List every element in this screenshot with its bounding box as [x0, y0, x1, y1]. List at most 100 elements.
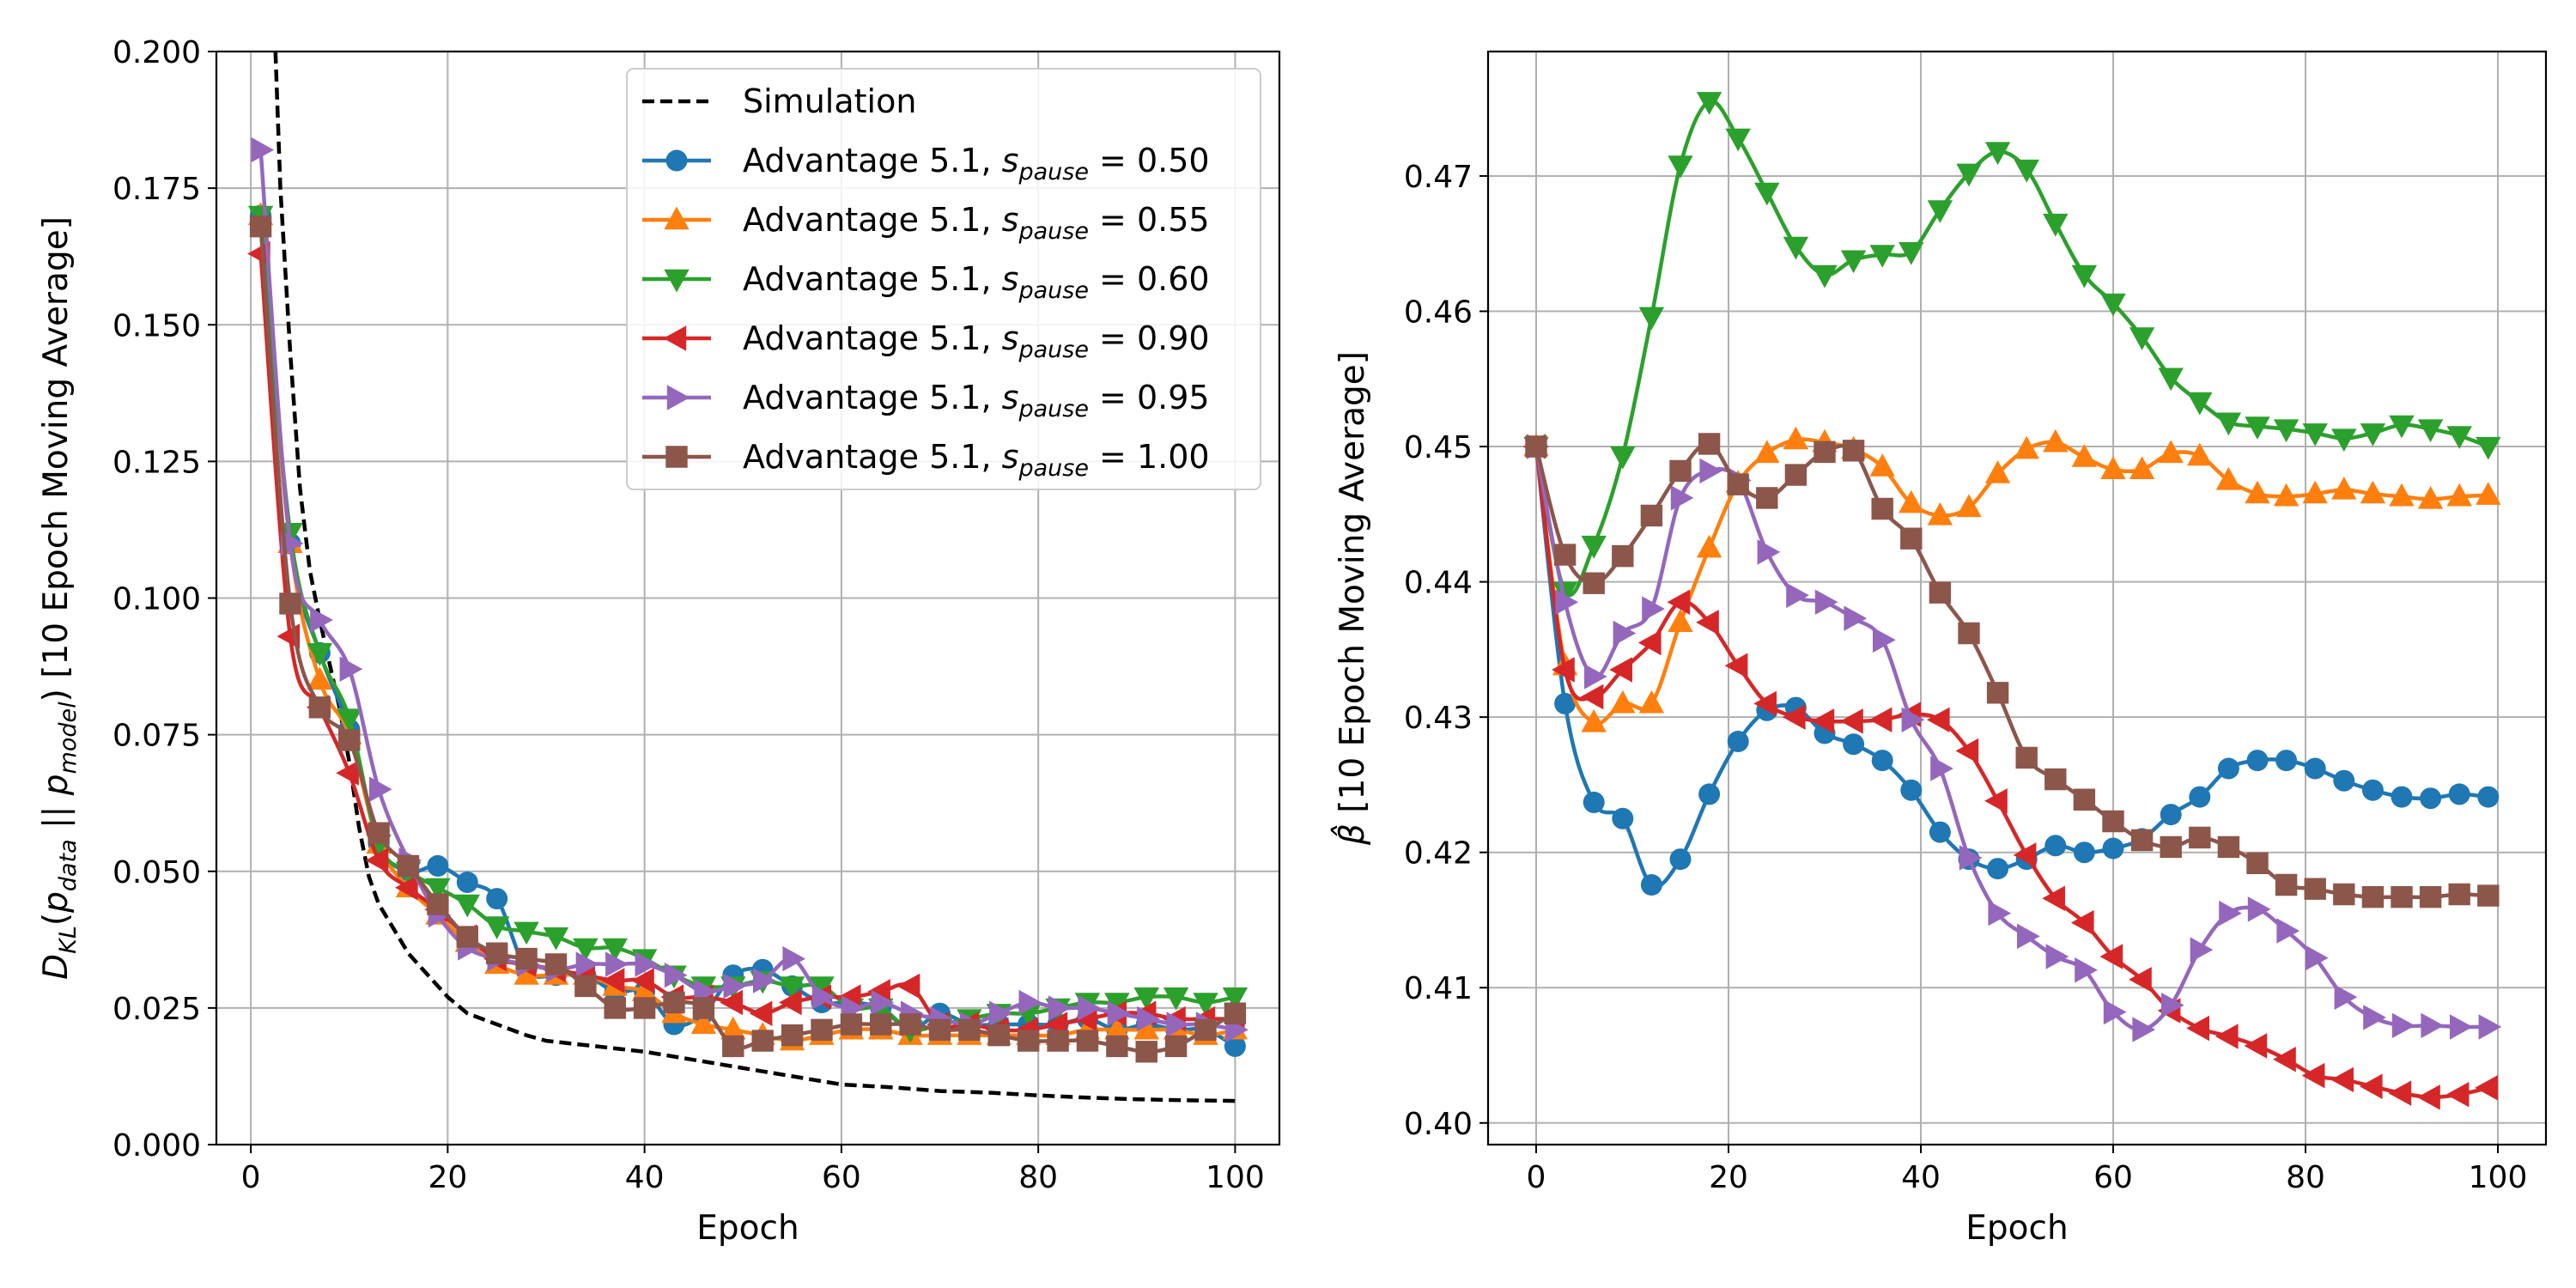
data-point — [2044, 835, 2067, 857]
data-point — [1613, 620, 1637, 647]
series-3 — [1522, 434, 2498, 1110]
data-point — [1698, 433, 1721, 455]
data-point — [425, 878, 451, 902]
data-point — [2075, 957, 2098, 983]
y-tick-label: 0.44 — [1404, 566, 1473, 601]
x-tick-label: 20 — [1709, 1160, 1748, 1195]
data-point — [1555, 589, 1579, 615]
data-point — [573, 938, 598, 962]
data-point — [2246, 852, 2269, 874]
legend-label: Advantage 5.1, spause = 0.60 — [743, 260, 1210, 304]
data-point — [896, 973, 920, 999]
data-point — [2333, 883, 2355, 906]
data-point — [2130, 829, 2154, 852]
data-point — [2215, 466, 2242, 490]
data-point — [2073, 841, 2095, 864]
data-point — [515, 947, 538, 970]
data-point — [1698, 783, 1721, 805]
data-point — [2389, 483, 2415, 507]
data-point — [2333, 769, 2355, 792]
data-point — [2244, 1033, 2268, 1059]
x-axis-label: Epoch — [696, 1209, 799, 1248]
data-point — [1583, 791, 1605, 813]
data-point — [1812, 264, 1838, 289]
series-6 — [249, 216, 1247, 1063]
legend-entry: Advantage 5.1, spause = 1.00 — [642, 438, 1210, 482]
legend-label: Advantage 5.1, spause = 0.90 — [743, 319, 1210, 363]
data-point — [753, 968, 776, 993]
data-point — [1696, 610, 1719, 635]
data-point — [1670, 485, 1694, 511]
data-point — [1843, 733, 1865, 756]
data-point — [1727, 473, 1749, 495]
data-point — [1988, 900, 2012, 927]
data-point — [989, 1000, 1012, 1026]
y-tick-label: 0.41 — [1404, 971, 1473, 1006]
data-point — [1871, 497, 1893, 520]
data-point — [2304, 757, 2326, 780]
data-point — [605, 951, 629, 977]
data-point — [779, 976, 805, 999]
data-point — [1583, 572, 1605, 594]
data-point — [1552, 581, 1578, 605]
series-line — [1534, 444, 2491, 889]
data-point — [2017, 923, 2040, 950]
y-tick-label: 0.200 — [112, 35, 201, 70]
data-point — [365, 848, 389, 873]
data-point — [2476, 436, 2501, 460]
data-point — [1133, 987, 1159, 1011]
data-point — [369, 776, 392, 802]
data-point — [2421, 1012, 2445, 1039]
x-tick-label: 100 — [2469, 1160, 2528, 1195]
data-point — [2129, 456, 2155, 479]
data-point — [1871, 750, 1893, 772]
data-point — [1955, 738, 1979, 764]
y-tick-label: 0.150 — [112, 308, 201, 343]
data-point — [2275, 873, 2298, 896]
x-tick-label: 60 — [822, 1160, 861, 1195]
data-point — [307, 643, 333, 666]
data-point — [1814, 589, 1838, 615]
data-point — [2273, 1047, 2296, 1072]
legend-marker — [663, 325, 687, 351]
series-5 — [251, 137, 1249, 1043]
series-4 — [1526, 434, 2502, 1042]
data-point — [2477, 884, 2500, 907]
data-point — [1926, 707, 1950, 732]
data-point — [2042, 885, 2065, 911]
legend-entry: Advantage 5.1, spause = 0.95 — [642, 379, 1210, 422]
data-point — [1581, 535, 1607, 559]
data-point — [1987, 858, 2009, 880]
legend-box — [626, 68, 1261, 490]
beta-estimate-panel: 0 20 40 60 80 100 0.40 0.41 0.42 0.43 0.44 0.45 0.46… — [1331, 50, 2548, 1248]
data-point — [1899, 242, 1924, 265]
data-point — [2420, 787, 2442, 810]
data-point — [1104, 1016, 1130, 1040]
data-point — [251, 137, 275, 163]
data-point — [664, 963, 688, 988]
data-point — [602, 938, 628, 962]
data-point — [427, 893, 449, 915]
ticks: 0 20 40 60 80 100 0.40 0.41 0.42 0.43 0.44 0.45 0.46… — [1404, 160, 2528, 1195]
series-5 — [1525, 433, 2500, 908]
data-point — [2190, 937, 2214, 963]
data-point — [1753, 690, 1777, 717]
data-point — [1814, 440, 1836, 464]
data-point — [1724, 653, 1748, 678]
data-point — [2361, 886, 2385, 908]
data-point — [456, 926, 478, 948]
data-point — [840, 1013, 863, 1036]
data-point — [456, 872, 478, 893]
data-point — [2275, 750, 2298, 772]
data-point — [1193, 993, 1218, 1016]
data-point — [811, 1018, 833, 1041]
x-tick-label: 80 — [2286, 1160, 2325, 1195]
data-point — [1783, 236, 1809, 260]
data-point — [1782, 704, 1806, 730]
data-point — [749, 1000, 773, 1026]
data-point — [486, 942, 508, 964]
y-tick-label: 0.43 — [1404, 701, 1473, 736]
data-point — [2363, 1005, 2386, 1030]
data-point — [2330, 1066, 2354, 1093]
data-point — [1584, 664, 1607, 690]
